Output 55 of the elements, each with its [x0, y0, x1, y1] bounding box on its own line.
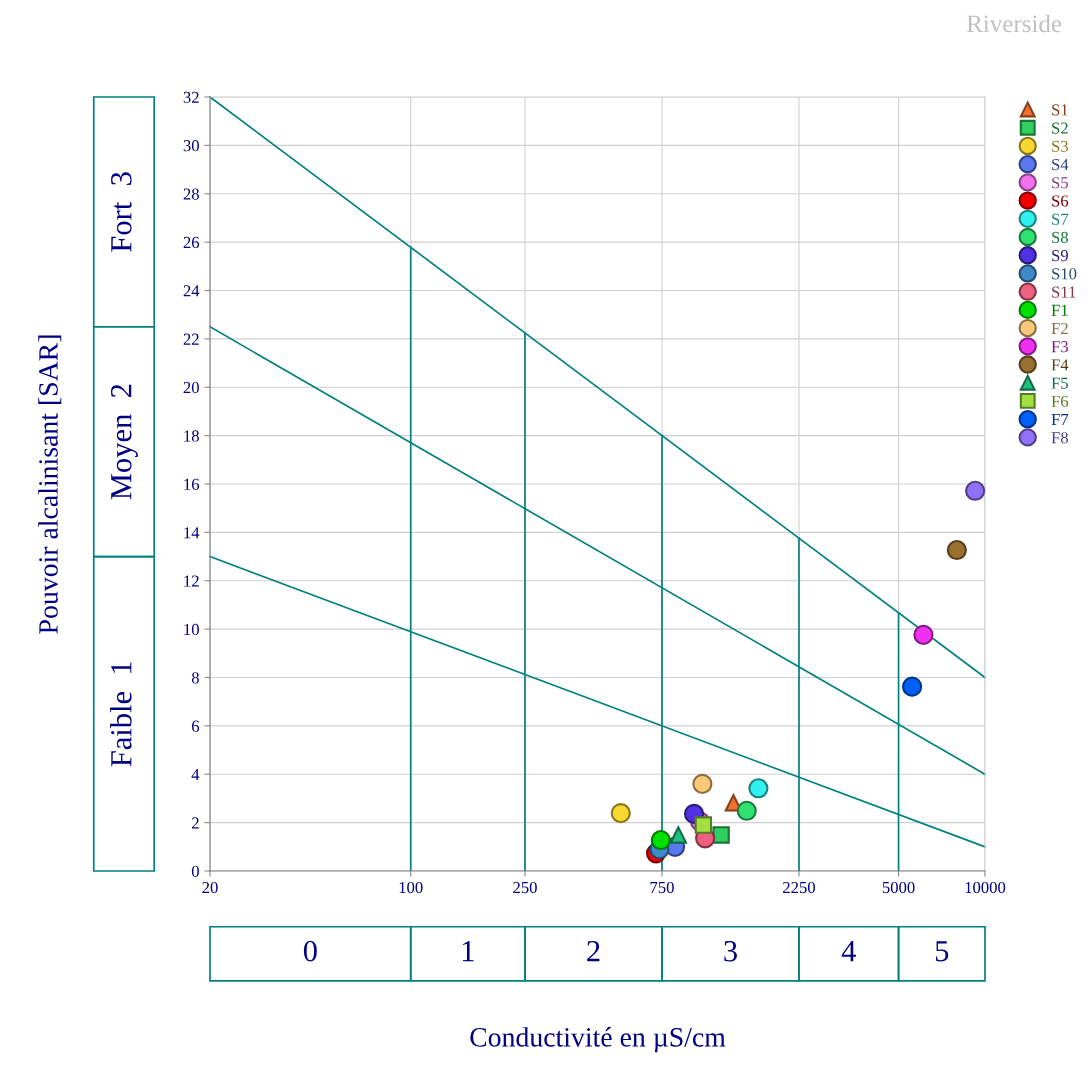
legend-label: S7: [1052, 213, 1069, 225]
legend-label: S11: [1052, 286, 1076, 298]
y-tick-label: 0: [191, 865, 199, 877]
text: 2: [587, 940, 600, 962]
legend-label: S6: [1052, 195, 1069, 207]
y-tick-label: 10: [184, 623, 199, 636]
y-tick-label: 2: [191, 817, 199, 829]
legend-label: F6: [1051, 395, 1069, 407]
y-tick-label: 8: [191, 672, 199, 684]
y-tick-label: 6: [191, 720, 200, 732]
y-tick-label: 26: [183, 236, 200, 249]
x-tick-label: 100: [399, 881, 423, 894]
y-tick-label: 20: [183, 381, 199, 394]
y-tick-label: 4: [191, 769, 200, 781]
legend-label: S8: [1052, 231, 1069, 244]
y-tick-label: 24: [183, 285, 200, 297]
x-tick-label: 750: [650, 881, 674, 894]
x-tick-label: 5000: [882, 881, 915, 894]
x-tick-label: 10000: [965, 881, 1006, 894]
legend-label: F7: [1051, 414, 1069, 426]
y-tick-label: 12: [184, 575, 199, 587]
y-tick-label: 22: [183, 333, 199, 345]
y-tick-label: 32: [183, 91, 199, 103]
y-tick-label: 18: [184, 430, 199, 442]
text: 0: [303, 940, 317, 962]
y-tick-label: 28: [183, 188, 199, 200]
x-tick-label: 250: [513, 881, 537, 894]
chart-title: Riverside: [966, 14, 1062, 33]
text: 1: [462, 940, 474, 962]
legend-label: S9: [1052, 250, 1068, 262]
legend-label: F2: [1051, 322, 1068, 334]
legend-label: F3: [1051, 341, 1068, 353]
legend-label: F5: [1051, 377, 1068, 389]
legend-label: F1: [1051, 304, 1068, 316]
text: Moyen 2: [111, 384, 138, 500]
legend-label: S2: [1052, 122, 1068, 134]
legend-label: S10: [1052, 268, 1077, 280]
x-axis-title: Conductivité en µS/cm: [470, 1027, 726, 1053]
text: 4: [841, 941, 856, 962]
text: Faible 1: [110, 662, 132, 767]
legend-label: S1: [1052, 104, 1068, 116]
legend-label: F8: [1051, 432, 1069, 444]
y-tick-label: 16: [184, 478, 200, 490]
legend-label: F4: [1051, 359, 1069, 371]
y-tick-label: 14: [184, 527, 200, 539]
text: 5: [935, 941, 949, 962]
x-tick-label: 2250: [783, 881, 816, 894]
legend-label: S3: [1052, 140, 1068, 152]
legend-label: S5: [1052, 177, 1068, 189]
y-tick-label: 30: [183, 140, 199, 152]
y-axis-title: Pouvoir alcalinisant [SAR]: [38, 335, 62, 634]
text: Fort 3: [111, 172, 132, 252]
legend-label: S4: [1052, 158, 1069, 171]
text: 3: [724, 940, 737, 962]
x-tick-label: 20: [202, 881, 218, 894]
